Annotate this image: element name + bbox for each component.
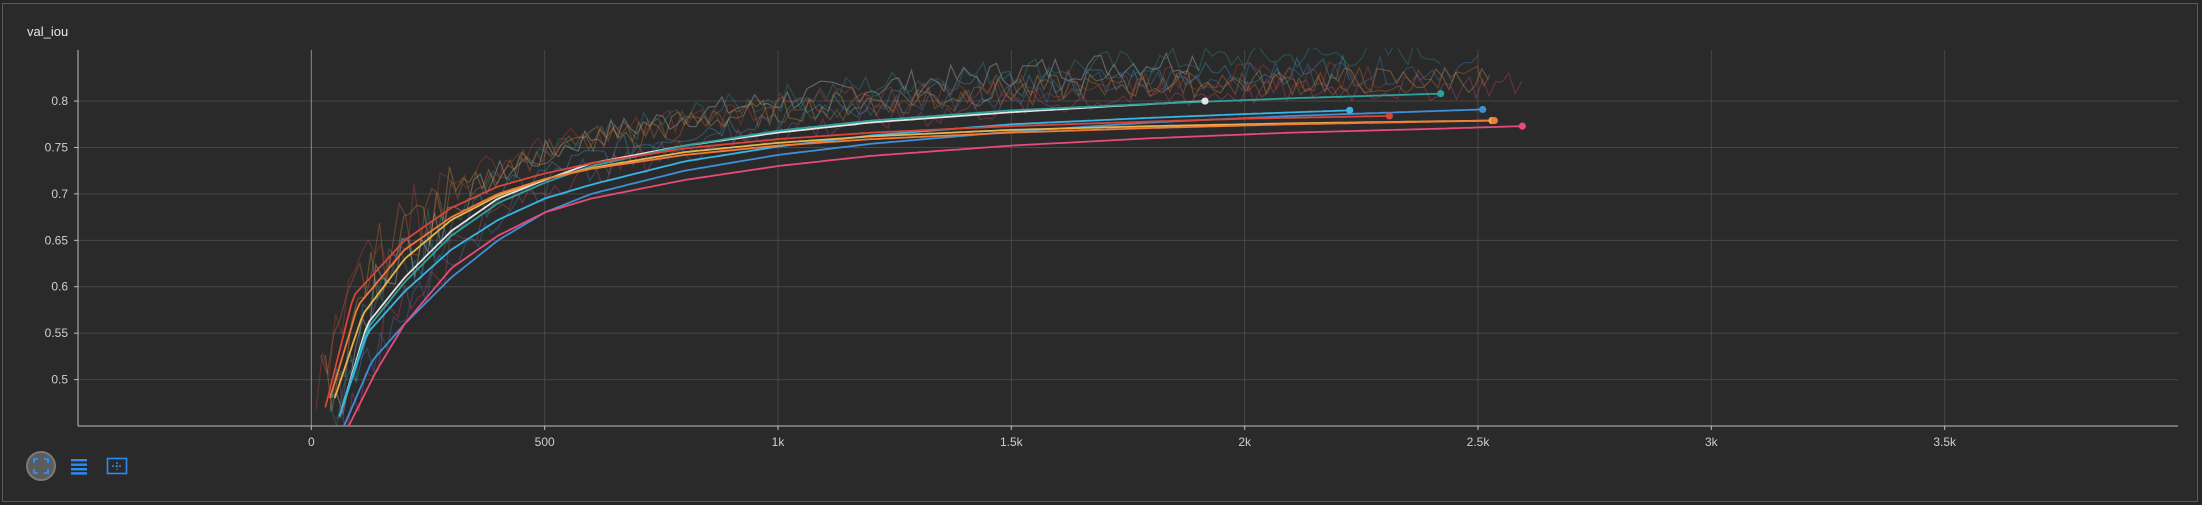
smoothed-series-lines xyxy=(324,92,1521,426)
y-tick-label: 0.6 xyxy=(51,280,68,294)
raw-series-line xyxy=(329,51,1200,416)
chart-title: val_iou xyxy=(27,24,69,39)
x-tick-label: 1.5k xyxy=(1000,435,1024,449)
y-tick-label: 0.5 xyxy=(51,373,68,387)
chart-card: val_iou xyxy=(2,3,2198,502)
raw-series-line xyxy=(338,71,1523,426)
x-tick-label: 2k xyxy=(1238,435,1252,449)
series-end-marker[interactable] xyxy=(1385,112,1393,120)
y-tick-label: 0.8 xyxy=(51,94,68,108)
fullscreen-icon xyxy=(33,458,49,474)
series-end-marker[interactable] xyxy=(1201,97,1209,105)
raw-series-line xyxy=(329,53,1350,413)
y-tick-label: 0.65 xyxy=(45,233,69,247)
series-line[interactable] xyxy=(343,108,1483,426)
series-end-marker[interactable] xyxy=(1490,116,1498,125)
y-tick-label: 0.75 xyxy=(45,140,69,154)
series-line[interactable] xyxy=(338,100,1202,417)
raw-series-line xyxy=(334,54,1479,419)
raw-series-line xyxy=(315,61,1388,410)
raw-series-lines xyxy=(315,48,1523,426)
x-tick-label: 3k xyxy=(1705,435,1719,449)
series-end-marker[interactable] xyxy=(1479,105,1487,114)
fit-domain-button[interactable] xyxy=(102,451,132,481)
x-tick-label: 0 xyxy=(308,435,315,449)
x-tick-label: 2.5k xyxy=(1467,435,1491,449)
x-tick-label: 3.5k xyxy=(1933,435,1957,449)
raw-series-line xyxy=(329,48,1442,426)
chart-toolbar xyxy=(26,451,132,481)
series-end-marker[interactable] xyxy=(1518,122,1526,130)
series-line[interactable] xyxy=(324,115,1390,408)
series-end-marker[interactable] xyxy=(1437,90,1445,98)
fit-domain-icon xyxy=(106,457,128,475)
series-line[interactable] xyxy=(347,125,1521,426)
series-end-markers xyxy=(1201,90,1526,130)
x-tick-label: 1k xyxy=(772,435,786,449)
series-line[interactable] xyxy=(338,92,1441,417)
x-tick-label: 500 xyxy=(535,435,555,449)
fullscreen-button[interactable] xyxy=(26,451,56,481)
toggle-data-button[interactable] xyxy=(64,451,94,481)
series-line[interactable] xyxy=(338,109,1348,417)
series-end-marker[interactable] xyxy=(1346,106,1354,114)
series-line[interactable] xyxy=(329,119,1492,399)
list-icon xyxy=(71,459,87,475)
axes xyxy=(74,50,2178,430)
grid-lines xyxy=(78,50,2178,426)
tick-labels: 0.5 0.55 0.6 0.65 0.7 0.75 0.8 0 500 1k 1.5k 2k 2.5k… xyxy=(45,94,1957,449)
y-tick-label: 0.55 xyxy=(45,326,69,340)
y-tick-label: 0.7 xyxy=(51,187,68,201)
raw-series-line xyxy=(320,65,1491,375)
raw-series-line xyxy=(324,67,1489,412)
